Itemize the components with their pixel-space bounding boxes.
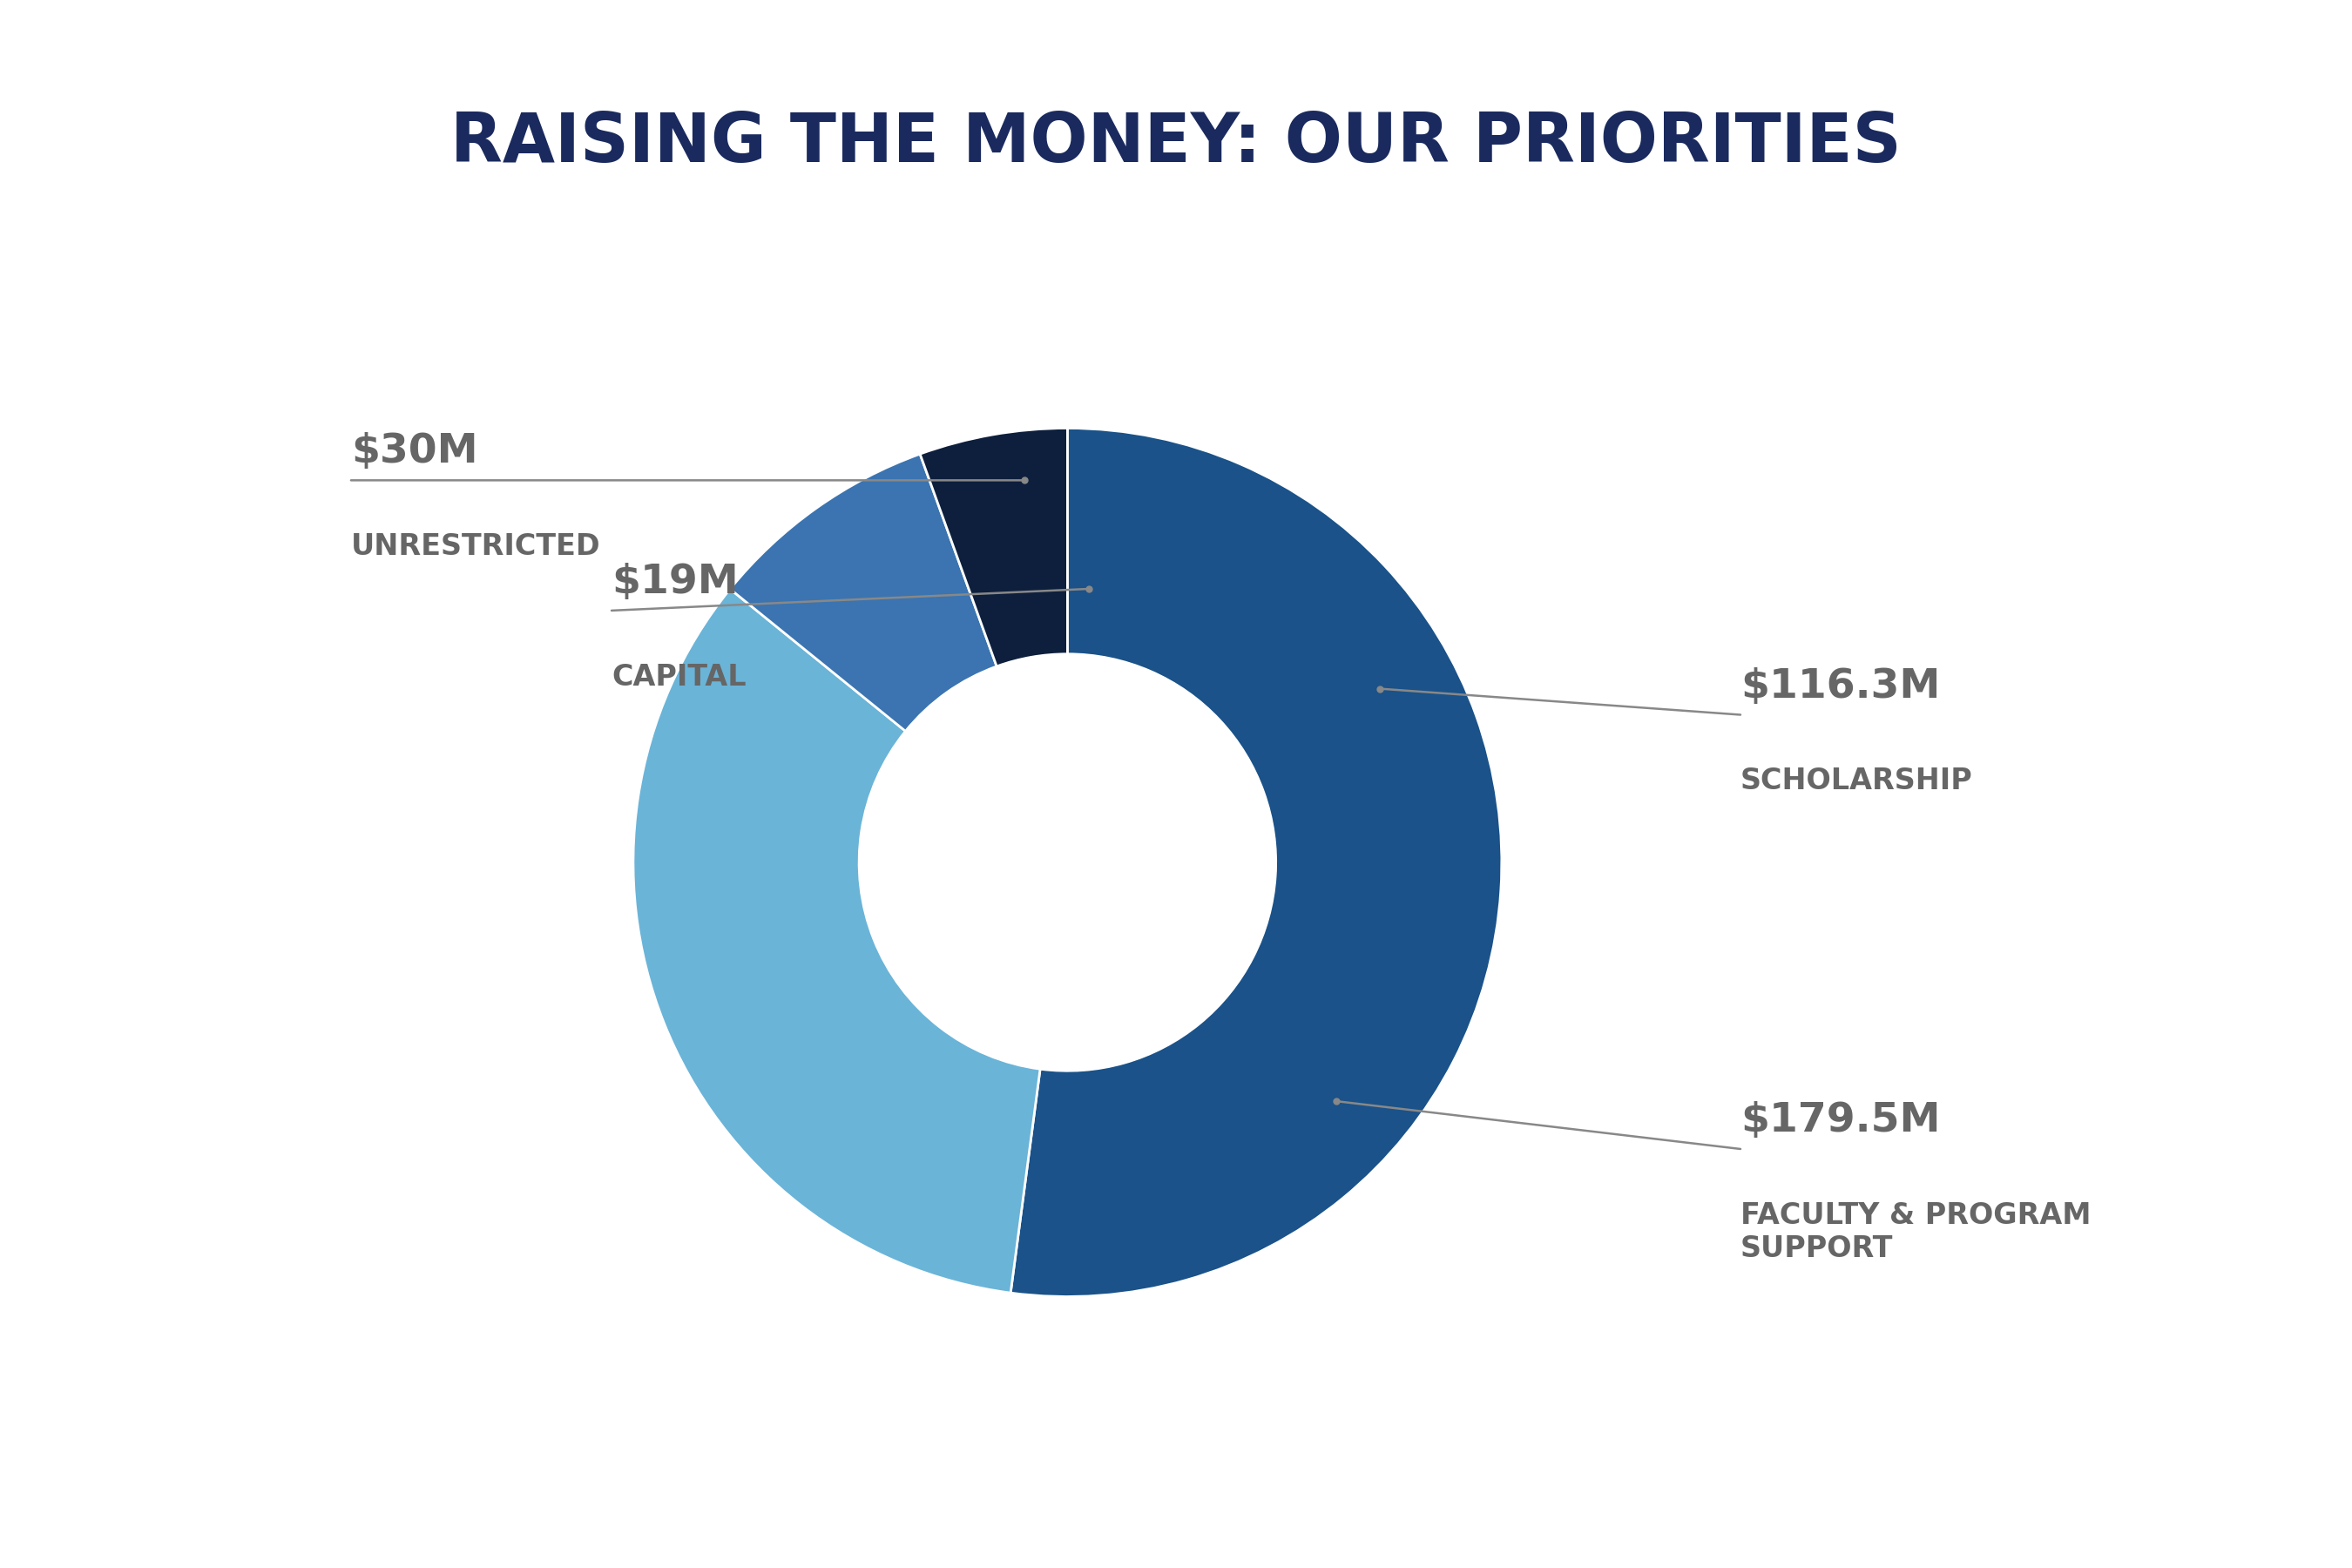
Text: SCHOLARSHIP: SCHOLARSHIP bbox=[1740, 767, 1973, 795]
Text: CAPITAL: CAPITAL bbox=[612, 663, 746, 691]
Text: $179.5M: $179.5M bbox=[1740, 1101, 1940, 1140]
Wedge shape bbox=[633, 590, 1040, 1294]
Circle shape bbox=[858, 654, 1275, 1071]
Text: $19M: $19M bbox=[612, 563, 739, 602]
Wedge shape bbox=[1011, 428, 1501, 1297]
Wedge shape bbox=[920, 428, 1068, 666]
Text: $116.3M: $116.3M bbox=[1740, 666, 1940, 706]
Text: $30M: $30M bbox=[350, 433, 477, 472]
Text: RAISING THE MONEY: OUR PRIORITIES: RAISING THE MONEY: OUR PRIORITIES bbox=[452, 110, 1900, 176]
Text: FACULTY & PROGRAM
SUPPORT: FACULTY & PROGRAM SUPPORT bbox=[1740, 1201, 2091, 1264]
Text: UNRESTRICTED: UNRESTRICTED bbox=[350, 533, 600, 561]
Wedge shape bbox=[729, 455, 997, 731]
